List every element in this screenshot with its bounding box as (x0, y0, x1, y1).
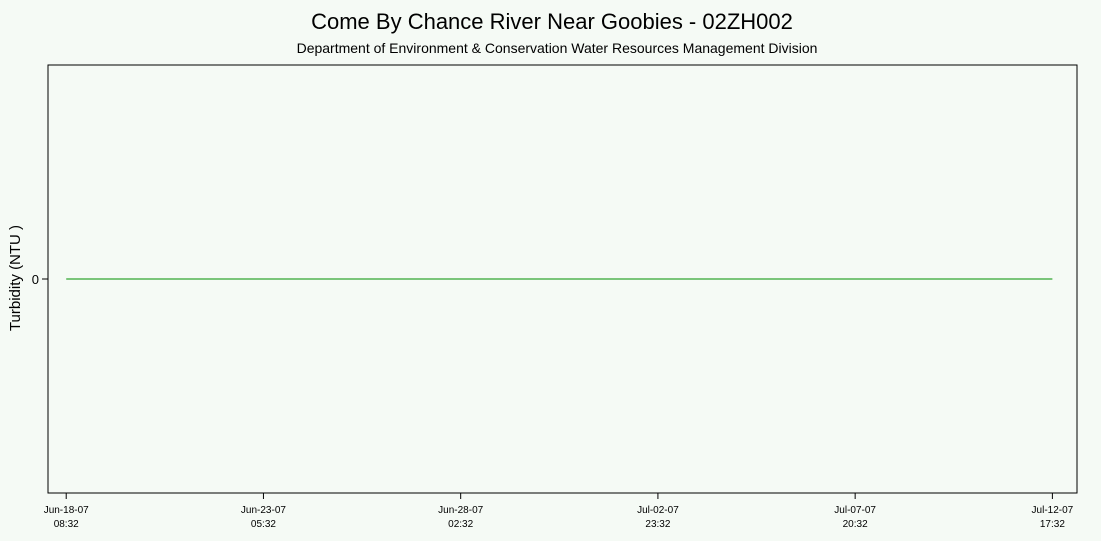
chart-subtitle: Department of Environment & Conservation… (297, 40, 818, 56)
y-axis-ticks: 0 (32, 272, 48, 287)
x-tick-date-label: Jun-28-07 (438, 505, 483, 516)
x-axis-ticks: Jun-18-07 08:32 Jun-23-07 05:32 Jun-28-07 02:… (44, 493, 1074, 530)
x-tick-time-label: 05:32 (251, 519, 276, 530)
x-tick-date-label: Jul-07-07 (834, 505, 876, 516)
x-tick-time-label: 02:32 (448, 519, 473, 530)
y-tick-label: 0 (32, 272, 39, 287)
x-tick-date-label: Jun-23-07 (241, 505, 286, 516)
x-tick-time-label: 20:32 (843, 519, 868, 530)
x-tick-date-label: Jul-12-07 (1032, 505, 1074, 516)
chart-title: Come By Chance River Near Goobies - 02ZH… (311, 9, 793, 34)
x-tick-time-label: 23:32 (645, 519, 670, 530)
x-tick-date-label: Jul-02-07 (637, 505, 679, 516)
x-tick-date-label: Jun-18-07 (44, 505, 89, 516)
y-axis-label: Turbidity (NTU ) (7, 225, 24, 331)
x-tick-time-label: 08:32 (54, 519, 79, 530)
x-tick-time-label: 17:32 (1040, 519, 1065, 530)
